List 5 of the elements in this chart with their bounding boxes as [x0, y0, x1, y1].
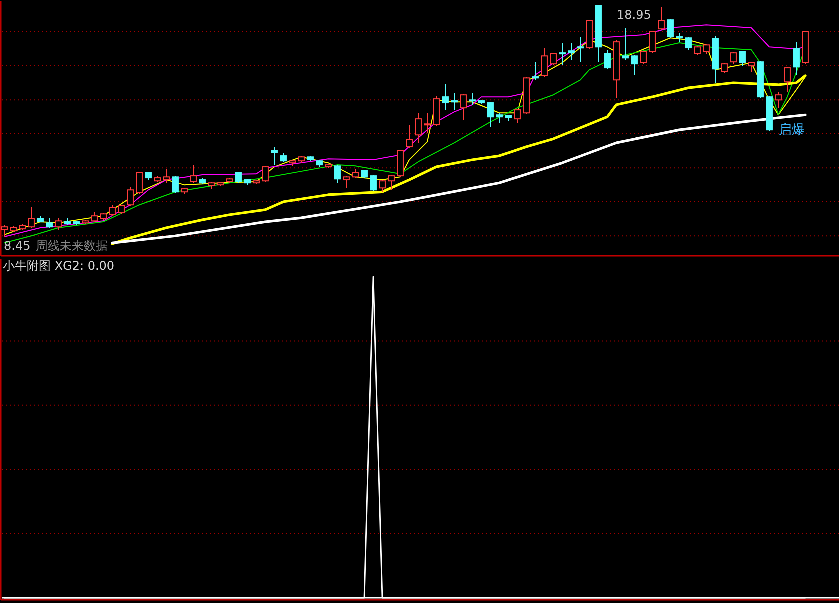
annotation: 启爆 [779, 122, 805, 138]
chart-title: 小牛附图 XG2: 0.00 [3, 259, 115, 273]
annotation: 18.95 [617, 8, 652, 22]
text: 8.45 [4, 239, 31, 253]
text: 周线未来数据 [36, 239, 108, 253]
